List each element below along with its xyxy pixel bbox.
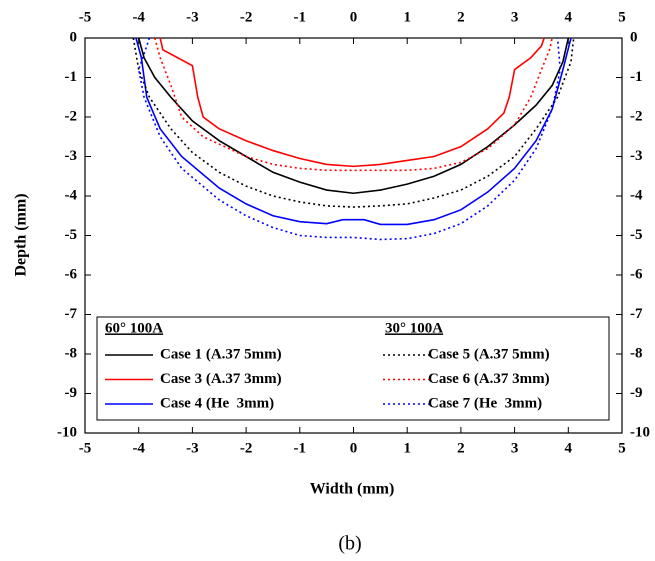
legend-label: Case 5 (A.37 5mm) — [428, 346, 550, 362]
y-tick-label-right: -2 — [630, 108, 643, 124]
series-line — [132, 37, 575, 208]
y-tick-label: -3 — [65, 148, 78, 164]
x-tick-label: -2 — [240, 440, 253, 456]
y-tick-label: -8 — [65, 345, 78, 361]
legend-label: Case 6 (A.37 3mm) — [428, 371, 550, 387]
y-tick-label: 0 — [70, 29, 78, 45]
legend-box — [96, 316, 610, 421]
x-tick-label-top: 4 — [565, 9, 573, 25]
y-axis-title: Depth (mm) — [13, 193, 30, 276]
x-tick-label-top: -1 — [294, 9, 307, 25]
y-tick-label-right: -8 — [630, 345, 643, 361]
x-tick-label-top: -3 — [186, 9, 199, 25]
series-line — [159, 37, 545, 168]
x-tick-label: 5 — [618, 440, 626, 456]
y-tick-label-right: 0 — [630, 29, 638, 45]
x-tick-label-top: 3 — [511, 9, 519, 25]
legend-title: 30° 100A — [385, 320, 443, 336]
x-tick-label-top: 0 — [350, 9, 358, 25]
legend-label: Case 3 (A.37 3mm) — [160, 371, 282, 387]
y-tick-label-right: -10 — [630, 424, 650, 440]
y-tick-label-right: -9 — [630, 385, 643, 401]
y-tick-label-right: -7 — [630, 306, 643, 322]
y-tick-label-right: -5 — [630, 227, 643, 243]
y-tick-label-right: -4 — [630, 187, 643, 203]
series-line — [135, 37, 572, 226]
y-tick-label: -7 — [65, 306, 78, 322]
x-tick-label-top: 2 — [457, 9, 465, 25]
x-tick-label-top: 5 — [618, 9, 626, 25]
y-tick-label-right: -3 — [630, 148, 643, 164]
x-tick-label: 4 — [565, 440, 573, 456]
y-tick-label: -9 — [65, 385, 78, 401]
y-tick-label-right: -6 — [630, 266, 643, 282]
x-tick-label: -5 — [79, 440, 92, 456]
x-tick-label: 0 — [350, 440, 358, 456]
x-tick-label-top: 1 — [403, 9, 411, 25]
x-tick-label: -3 — [186, 440, 199, 456]
x-axis-title: Width (mm) — [310, 481, 395, 498]
x-tick-label-top: -2 — [240, 9, 253, 25]
x-tick-label: -4 — [132, 440, 145, 456]
legend-title: 60° 100A — [105, 320, 163, 336]
x-tick-label-top: -4 — [132, 9, 145, 25]
y-tick-label: -6 — [65, 266, 78, 282]
legend-label: Case 1 (A.37 5mm) — [160, 346, 282, 362]
x-tick-label: 2 — [457, 440, 465, 456]
x-tick-label: 1 — [403, 440, 411, 456]
y-tick-label: -5 — [65, 227, 78, 243]
x-tick-label: -1 — [294, 440, 307, 456]
series-line — [137, 37, 562, 241]
caption: (b) — [338, 533, 361, 555]
y-tick-label-right: -1 — [630, 69, 643, 85]
y-tick-label: -1 — [65, 69, 78, 85]
legend-label: Case 4 (He 3mm) — [160, 395, 274, 411]
y-tick-label: -10 — [57, 424, 77, 440]
y-tick-label: -4 — [65, 187, 78, 203]
series-line — [154, 37, 553, 172]
x-tick-label: 3 — [511, 440, 519, 456]
x-tick-label-top: -5 — [79, 9, 92, 25]
legend-label: Case 7 (He 3mm) — [428, 395, 542, 411]
y-tick-label: -2 — [65, 108, 78, 124]
